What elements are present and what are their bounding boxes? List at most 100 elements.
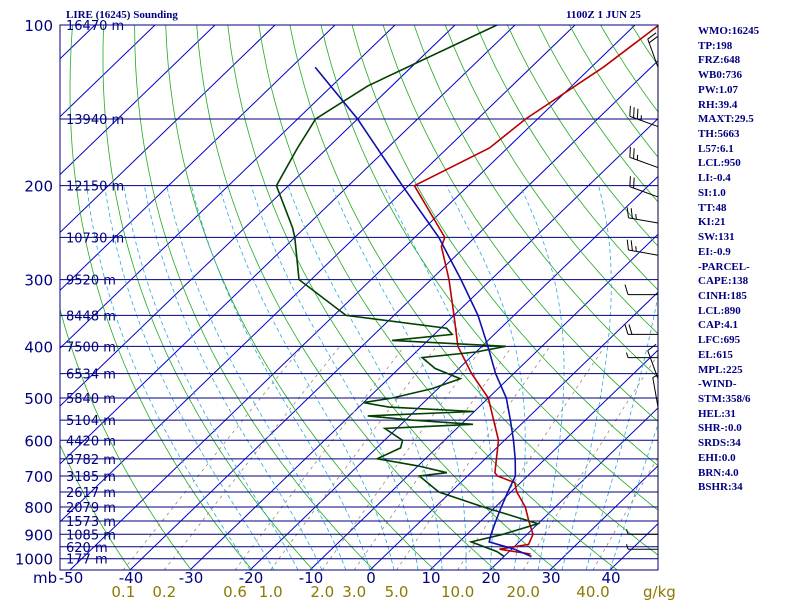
wind-barb-shaft — [628, 249, 659, 256]
mixing-ratio-lines — [122, 346, 658, 570]
wind-barb-flag — [629, 176, 631, 187]
pressure-tick-label: 600 — [24, 432, 53, 450]
wind-barb-flag — [630, 240, 633, 251]
plot-frame — [59, 24, 659, 571]
dry-adiabat-line — [289, 25, 658, 556]
moist-adiabat-line — [104, 185, 275, 570]
wind-barb-flag — [648, 36, 658, 44]
wind-barb-flag — [629, 105, 631, 117]
wind-barb-half-flag — [626, 544, 629, 550]
wind-barb — [647, 32, 659, 68]
moist-adiabat-line — [383, 185, 494, 570]
wind-barb — [629, 176, 659, 198]
dry-adiabat-line — [351, 25, 658, 467]
index-cap: CAP:4.1 — [698, 319, 739, 332]
isotherm-line — [369, 291, 658, 570]
temperature-tick-label: -40 — [119, 569, 144, 587]
index-wmo: WMO:16245 — [698, 25, 760, 37]
index-wb0: WB0:736 — [698, 69, 742, 82]
sounding-time: 1100Z 1 JUN 25 — [566, 9, 641, 21]
wind-barb-flag — [630, 208, 633, 219]
pressure-tick-label: 200 — [24, 178, 53, 196]
wind-barb — [629, 105, 659, 128]
isotherm-line — [60, 25, 456, 407]
isotherm-line — [60, 25, 156, 118]
wind-barb-flag — [624, 324, 629, 335]
wind-barb-half-flag — [652, 374, 658, 379]
index-th: TH:5663 — [698, 128, 740, 141]
indices-panel: WMO:16245 TP:198 FRZ:648 WB0:736 PW:1.07… — [698, 24, 800, 495]
isotherm-line — [60, 25, 336, 291]
mixing-ratio-tick-label: 2.0 — [310, 583, 334, 600]
index-lcl: LCL:950 — [698, 157, 741, 170]
moist-adiabat-line — [331, 185, 467, 570]
mixing-ratio-tick-label: 1.0 — [259, 583, 283, 600]
mixing-ratio-tick-label: 0.1 — [111, 583, 135, 600]
isotherm-line — [69, 25, 636, 570]
mixing-ratio-line — [592, 456, 658, 570]
moist-adiabat-line — [191, 185, 371, 570]
parcel-trace — [314, 66, 532, 558]
wind-barb-half-flag — [626, 352, 629, 358]
index-maxt: MAXT:29.5 — [698, 113, 754, 126]
wind-barb — [624, 324, 658, 335]
index-rh: RH:39.4 — [698, 98, 738, 111]
temperature-tick-label: 30 — [541, 569, 560, 587]
dry-adiabat-line — [165, 25, 435, 570]
wind-barb — [647, 343, 659, 379]
temperature-tick-label: 40 — [601, 569, 620, 587]
wind-barb-shaft — [629, 156, 659, 169]
temperature-tick-label: -30 — [179, 569, 204, 587]
height-label: 1085 m — [66, 528, 116, 543]
moist-adiabat-line — [123, 185, 299, 570]
height-label: 9520 m — [66, 274, 116, 289]
wind-barb-shaft — [628, 217, 659, 224]
height-label: 2079 m — [66, 501, 116, 516]
isotherm-lines — [60, 25, 658, 570]
wind-barb — [626, 529, 658, 535]
mixing-ratio-line — [396, 346, 551, 570]
height-label: 10730 m — [66, 231, 124, 246]
isotherm-line — [60, 25, 216, 176]
wind-barb-half-flag — [635, 246, 637, 252]
dry-adiabat-line — [413, 25, 658, 379]
height-label: 177 m — [66, 553, 108, 568]
mixing-ratio-tick-label: 20.0 — [507, 583, 540, 600]
dry-adiabat-line — [382, 25, 658, 423]
wind-barb-flag — [633, 177, 635, 189]
mixing-ratio-tick-label: 3.0 — [342, 583, 366, 600]
index-bshr: BSHR:34 — [698, 481, 743, 494]
index-si: SI:1.0 — [698, 186, 726, 199]
index-lfc: LFC:695 — [698, 334, 741, 347]
mixing-ratio-line — [234, 346, 405, 570]
moist-adiabat-line — [287, 185, 443, 570]
dewpoint-trace — [275, 25, 541, 558]
moist-adiabat-line — [166, 185, 347, 570]
height-label: 1573 m — [66, 515, 116, 530]
mixing-ratio-unit-label: g/kg — [643, 583, 676, 600]
index-ei: EI:-0.9 — [698, 245, 731, 258]
pressure-tick-label: 400 — [24, 338, 53, 356]
index-ehi: EHI:0.0 — [698, 451, 736, 464]
wind-barb-shaft — [629, 186, 659, 198]
mb-axis-label: mb — [33, 569, 57, 587]
pressure-tick-label: 700 — [24, 468, 53, 486]
height-label: 4420 m — [66, 434, 116, 449]
dry-adiabat-line — [60, 307, 192, 570]
station-title: LIRE (16245) Sounding — [66, 9, 178, 21]
moist-adiabat-lines — [86, 185, 658, 570]
height-label: 16470 m — [66, 19, 124, 34]
height-label: 6534 m — [66, 368, 116, 383]
height-label: 2617 m — [66, 486, 116, 501]
height-label: 8448 m — [66, 309, 116, 324]
dry-adiabat-line — [506, 25, 658, 247]
height-label: 3185 m — [66, 470, 116, 485]
wind-barb-flag — [624, 284, 629, 295]
wind-barb-flag — [629, 146, 631, 158]
moist-adiabat-line — [585, 293, 658, 570]
index-el: EL:615 — [698, 348, 733, 361]
wind-barb — [626, 207, 659, 224]
wind-barb — [652, 374, 659, 408]
wind-barb — [629, 146, 659, 169]
dry-adiabat-line — [196, 25, 496, 570]
